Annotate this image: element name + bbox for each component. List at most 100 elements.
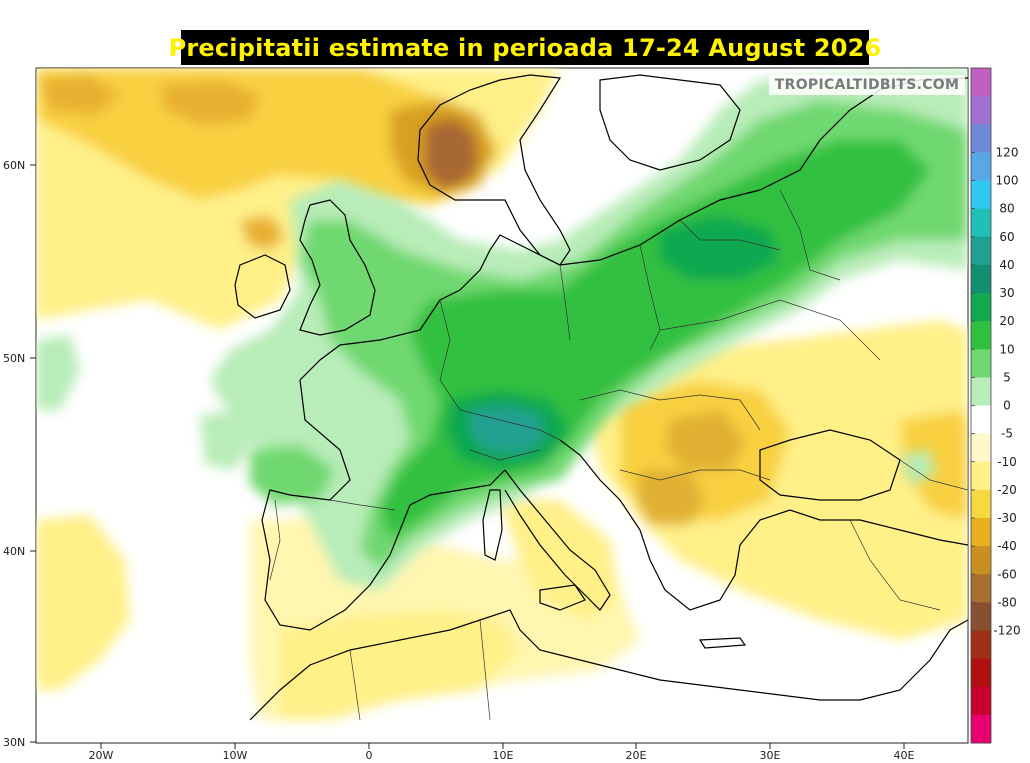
lon-label: 0 [366,749,373,762]
watermark-text: TROPICALTIDBITS.COM [774,77,960,93]
wet-area-alps [468,405,545,455]
colorbar-swatch [971,208,991,238]
lat-label: 50N [3,352,25,365]
border-italy-north [469,449,541,461]
dry-area-serbia-core [635,470,705,525]
dry-area-turkey [720,510,968,610]
coastlines [234,74,968,721]
watermark-badge: TROPICALTIDBITS.COM [769,75,965,95]
border-russia [779,189,841,281]
border-alps [459,409,561,441]
precip-field [36,68,968,721]
lon-label: 40E [894,749,915,762]
colorbar-label: 20 [999,314,1014,328]
lon-label: 10E [493,749,514,762]
lat-label: 40N [3,545,25,558]
colorbar-swatch [971,714,991,744]
lon-label: 20E [626,749,647,762]
colorbar-swatch [971,433,991,463]
border-balkans [579,389,761,431]
coast-italy [504,469,611,611]
colorbar-swatch [971,321,991,350]
colorbar-swatch [971,602,991,631]
border-baltics [679,219,781,251]
wet-area-atlantic-patch-2 [200,410,255,470]
map-title: Precipitatii estimate in perioada 17-24 … [168,33,882,62]
colorbar-swatch [971,686,991,716]
colorbar-label: 0 [1003,399,1011,413]
colorbar-swatch [971,405,991,435]
colorbar-swatch [971,461,991,491]
colorbar-label: 10 [999,342,1014,356]
border-maghreb [349,619,491,721]
coast-adriatic-balkans [559,439,968,611]
border-danube [619,469,771,481]
dry-area-iceland [160,80,260,125]
precip-colorbar-labels: 120 100 80 60 40 30 20 10 5 0 -5 -10 -20 -30 -40 -60 -80… [993,145,1020,637]
lat-axis-labels: 60N 50N 40N 30N [3,159,25,749]
border-turkey [849,519,941,611]
colorbar-swatch [971,630,991,660]
border-caucasus [899,459,968,491]
coast-britain [299,199,376,336]
dry-area-north-africa [280,610,520,720]
colorbar-label: -10 [997,455,1017,469]
colorbar-swatch [971,518,991,547]
border-pyrenees [329,499,396,511]
coast-scandinavia [417,74,571,266]
colorbar-label: -30 [997,511,1017,525]
coast-iberia [261,379,506,631]
colorbar-swatch [971,152,991,181]
colorbar-swatch [971,180,991,210]
colorbar-label: 30 [999,286,1014,300]
coast-sicily [539,584,586,611]
coast-ireland [234,254,291,319]
wet-area-poland [660,215,780,280]
map-title-bar: Precipitatii estimate in perioada 17-24 … [169,30,881,65]
colorbar-swatch [971,96,991,125]
lon-label: 20W [89,749,114,762]
colorbar-swatch [971,236,991,266]
border-spain-portugal [269,499,281,581]
colorbar-swatch [971,293,991,322]
colorbar-swatch [971,489,991,519]
lat-label: 30N [3,736,25,749]
colorbar-label: 80 [999,202,1014,216]
country-borders [269,189,968,721]
colorbar-label: -40 [997,539,1017,553]
border-poland-east [639,244,661,351]
dry-area-caucasus [900,410,968,520]
lon-axis-labels: 20W 10W 0 10E 20E 30E 40E [89,749,915,762]
dry-area-iberia-west [36,515,130,690]
wet-area-black-sea [900,450,935,485]
lon-label: 10W [223,749,248,762]
lon-label: 30E [760,749,781,762]
colorbar-label: 40 [999,258,1014,272]
precip-colorbar [970,67,992,744]
colorbar-swatch [971,124,991,153]
colorbar-label: 100 [996,174,1019,188]
colorbar-label: 120 [996,145,1019,159]
colorbar-swatch [971,546,991,575]
coast-black-sea [759,429,901,501]
colorbar-label: -20 [997,483,1017,497]
colorbar-swatch [971,349,991,378]
lat-label: 60N [3,159,25,172]
colorbar-label: 60 [999,230,1014,244]
colorbar-swatch [971,658,991,688]
dry-area-romania-core [665,410,745,470]
colorbar-label: -120 [993,624,1020,638]
dry-area-atlantic-small [40,75,120,115]
colorbar-label: -80 [997,595,1017,609]
dry-area-atlantic-core [36,68,500,205]
coast-crete [698,637,747,649]
colorbar-label: 5 [1003,370,1011,384]
coast-continent-north [299,77,968,381]
axis-ticks [30,164,905,749]
coast-north-africa [249,609,968,721]
border-ukraine [659,299,881,361]
colorbar-swatch [971,264,991,294]
colorbar-swatch [971,377,991,406]
coast-finland [599,74,741,171]
